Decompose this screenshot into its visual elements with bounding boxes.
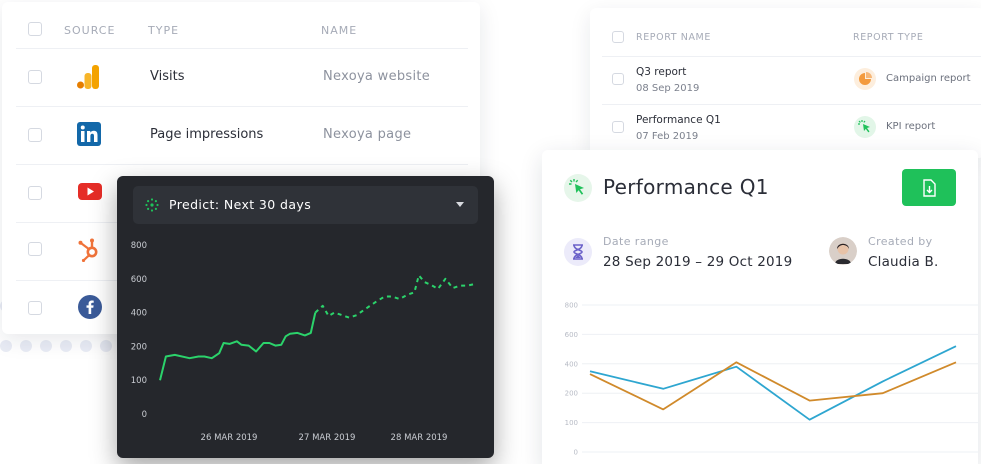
y-tick-label: 0 xyxy=(574,449,578,457)
y-tick-label: 0 xyxy=(142,410,147,420)
series-line-2 xyxy=(589,361,957,411)
pie-chart-icon xyxy=(854,68,876,90)
source-type: Page impressions xyxy=(150,127,264,142)
source-table-header: SOURCE TYPE NAME xyxy=(2,2,480,48)
table-row[interactable] xyxy=(2,164,480,222)
series-line-1 xyxy=(589,345,957,421)
predict-card: Predict: Next 30 days 0 100 200 400 600 800 26… xyxy=(117,176,494,458)
source-name: Nexoya website xyxy=(323,69,431,84)
source-name: Nexoya page xyxy=(323,127,412,142)
download-report-button[interactable] xyxy=(902,169,956,206)
row-divider xyxy=(16,48,468,49)
chevron-down-icon xyxy=(456,202,464,207)
row-checkbox[interactable] xyxy=(612,121,624,133)
created-by-value: Claudia B. xyxy=(868,254,939,270)
performance-line-chart: 0 100 200 400 600 800 xyxy=(565,302,978,457)
report-table-card: REPORT NAME REPORT TYPE Q3 report 08 Sep… xyxy=(590,8,981,158)
report-type: Campaign report xyxy=(886,73,971,84)
predict-period-dropdown[interactable]: Predict: Next 30 days xyxy=(133,186,478,224)
row-checkbox[interactable] xyxy=(28,301,42,315)
report-name[interactable]: Q3 report xyxy=(636,66,687,78)
x-tick-label: 27 MAR 2019 xyxy=(299,433,356,443)
row-checkbox[interactable] xyxy=(28,128,42,142)
row-checkbox[interactable] xyxy=(28,70,42,84)
youtube-icon xyxy=(78,183,102,200)
linkedin-icon xyxy=(77,122,101,146)
row-divider xyxy=(16,106,468,107)
table-row[interactable]: Page impressions Nexoya page xyxy=(2,106,480,164)
report-date: 07 Feb 2019 xyxy=(636,131,699,142)
date-range-label: Date range xyxy=(603,235,669,248)
spinner-icon xyxy=(145,198,159,212)
report-row[interactable]: Performance Q1 07 Feb 2019 KPI report xyxy=(590,104,981,152)
row-checkbox[interactable] xyxy=(28,186,42,200)
y-tick-label: 400 xyxy=(131,309,147,319)
report-row[interactable]: Q3 report 08 Sep 2019 Campaign report xyxy=(590,56,981,104)
date-range-value: 28 Sep 2019 – 29 Oct 2019 xyxy=(603,254,793,270)
row-checkbox[interactable] xyxy=(28,242,42,256)
cursor-click-icon xyxy=(854,116,876,138)
predict-line-chart: 0 100 200 400 600 800 26 MAR 2019 27 MAR 2019 28… xyxy=(131,241,476,443)
y-tick-label: 800 xyxy=(131,241,147,251)
google-analytics-icon xyxy=(77,65,99,89)
y-tick-label: 100 xyxy=(131,376,147,386)
series-line-solid xyxy=(159,312,317,381)
row-divider xyxy=(602,56,981,57)
report-type: KPI report xyxy=(886,121,936,132)
y-tick-label: 400 xyxy=(565,360,578,368)
row-divider xyxy=(602,104,981,105)
hourglass-icon xyxy=(564,238,592,266)
predict-period-label: Predict: Next 30 days xyxy=(169,197,312,212)
column-header-report-type[interactable]: REPORT TYPE xyxy=(853,32,924,43)
column-header-report-name[interactable]: REPORT NAME xyxy=(636,32,711,43)
column-header-name[interactable]: NAME xyxy=(321,24,358,37)
column-header-type[interactable]: TYPE xyxy=(148,24,180,37)
download-file-icon xyxy=(923,178,936,197)
y-tick-label: 200 xyxy=(131,342,147,352)
y-tick-label: 200 xyxy=(565,390,578,398)
avatar[interactable] xyxy=(829,237,857,265)
report-date: 08 Sep 2019 xyxy=(636,83,700,94)
column-header-source[interactable]: SOURCE xyxy=(64,24,116,37)
x-tick-label: 28 MAR 2019 xyxy=(391,433,448,443)
cursor-click-icon xyxy=(564,174,592,202)
source-type: Visits xyxy=(150,69,185,84)
x-tick-label: 26 MAR 2019 xyxy=(201,433,258,443)
y-tick-label: 600 xyxy=(565,331,578,339)
y-tick-label: 100 xyxy=(565,419,578,427)
select-all-reports-checkbox[interactable] xyxy=(612,31,624,43)
report-name[interactable]: Performance Q1 xyxy=(636,114,721,126)
report-title: Performance Q1 xyxy=(603,175,769,199)
row-checkbox[interactable] xyxy=(612,73,624,85)
performance-report-card: Performance Q1 Date range 28 Sep 2019 – … xyxy=(542,150,978,464)
facebook-icon xyxy=(78,295,102,319)
hubspot-icon xyxy=(78,238,98,262)
table-row[interactable]: Visits Nexoya website xyxy=(2,48,480,106)
created-by-label: Created by xyxy=(868,235,933,248)
y-tick-label: 800 xyxy=(565,302,578,310)
series-line-dashed xyxy=(314,274,476,319)
select-all-checkbox[interactable] xyxy=(28,22,42,36)
y-tick-label: 600 xyxy=(131,275,147,285)
row-divider xyxy=(16,164,468,165)
